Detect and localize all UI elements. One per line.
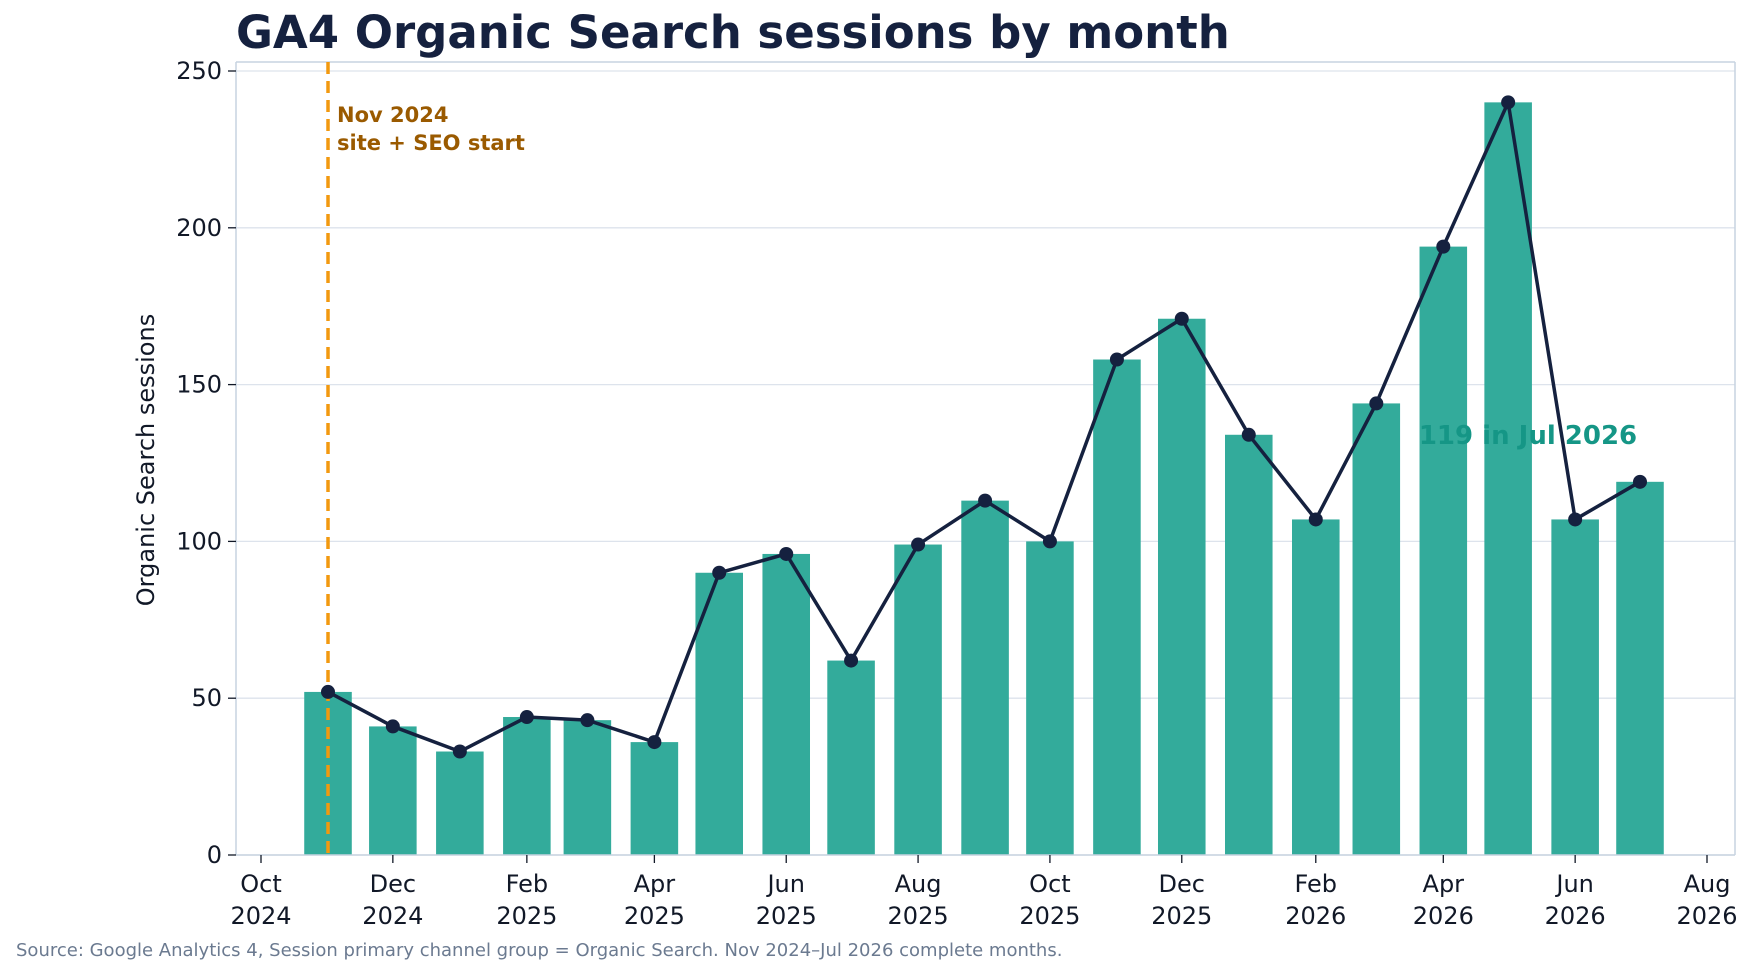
- bar: [1352, 403, 1401, 855]
- bar: [630, 742, 679, 855]
- bar: [894, 544, 942, 855]
- bar: [1093, 359, 1141, 855]
- y-tick-label: 150: [176, 371, 222, 399]
- x-tick-label: Apr 2026: [1413, 870, 1474, 930]
- x-tick-label: Feb 2025: [496, 870, 557, 930]
- line-marker: [779, 546, 794, 561]
- line-marker: [1632, 474, 1647, 489]
- bar: [1026, 541, 1074, 855]
- bar: [1292, 519, 1340, 855]
- line-marker: [321, 684, 336, 699]
- line-marker: [978, 493, 993, 508]
- bar: [695, 572, 743, 855]
- line-marker: [580, 713, 595, 728]
- line-marker: [1109, 352, 1124, 367]
- bar: [1419, 246, 1468, 856]
- y-tick-label: 0: [207, 841, 222, 869]
- line-marker: [385, 719, 400, 734]
- line-marker: [647, 735, 662, 750]
- x-tick-label: Aug 2026: [1676, 870, 1737, 930]
- line-marker: [911, 537, 926, 552]
- bar: [369, 726, 417, 855]
- x-tick-label: Dec 2024: [362, 870, 423, 930]
- line-marker: [1501, 95, 1516, 110]
- x-tick-label: Feb 2026: [1285, 870, 1346, 930]
- bar: [1157, 318, 1206, 855]
- line-marker: [712, 565, 727, 580]
- source-note: Source: Google Analytics 4, Session prim…: [16, 940, 1063, 961]
- line-marker: [519, 710, 534, 725]
- line-layer: [321, 95, 1647, 759]
- line-marker: [1369, 396, 1384, 411]
- line-marker: [452, 744, 467, 759]
- line-marker: [844, 653, 859, 668]
- y-tick-label: 250: [176, 57, 222, 85]
- bar: [827, 660, 875, 855]
- y-axis-label: Organic Search sessions: [132, 314, 160, 606]
- start-annotation: Nov 2024 site + SEO start: [337, 103, 525, 155]
- line-marker: [1042, 534, 1057, 549]
- y-tick-label: 100: [176, 527, 222, 555]
- line-marker: [1308, 512, 1323, 527]
- axes-frame: [235, 61, 1736, 856]
- chart-title: GA4 Organic Search sessions by month: [236, 6, 1230, 59]
- x-tick-label: Oct 2025: [1019, 870, 1080, 930]
- x-tick-label: Apr 2025: [624, 870, 685, 930]
- latest-value-annotation: 119 in Jul 2026: [1419, 421, 1637, 451]
- y-tick-label: 50: [191, 684, 222, 712]
- x-tick-label: Aug 2025: [888, 870, 949, 930]
- bar: [436, 751, 484, 855]
- bar: [563, 720, 612, 855]
- line-marker: [1568, 512, 1583, 527]
- x-tick-label: Jun 2025: [756, 870, 817, 930]
- bar: [961, 500, 1009, 855]
- bar: [503, 717, 551, 855]
- bar: [1484, 102, 1532, 856]
- tick-layer: 0 50 100 150 200 250 Oct 2024 Dec 2024 Feb 2025 Apr 2…: [176, 57, 1737, 930]
- bar: [762, 553, 811, 855]
- bar-layer: [304, 102, 1664, 856]
- line-marker: [1436, 239, 1451, 254]
- x-tick-label: Oct 2024: [230, 870, 291, 930]
- bar: [1551, 519, 1599, 855]
- y-tick-label: 200: [176, 214, 222, 242]
- line-marker: [1241, 427, 1256, 442]
- x-tick-label: Jun 2026: [1545, 870, 1606, 930]
- bar: [1616, 481, 1664, 855]
- x-tick-label: Dec 2025: [1151, 870, 1212, 930]
- bar: [1225, 434, 1273, 855]
- line-marker: [1174, 311, 1189, 326]
